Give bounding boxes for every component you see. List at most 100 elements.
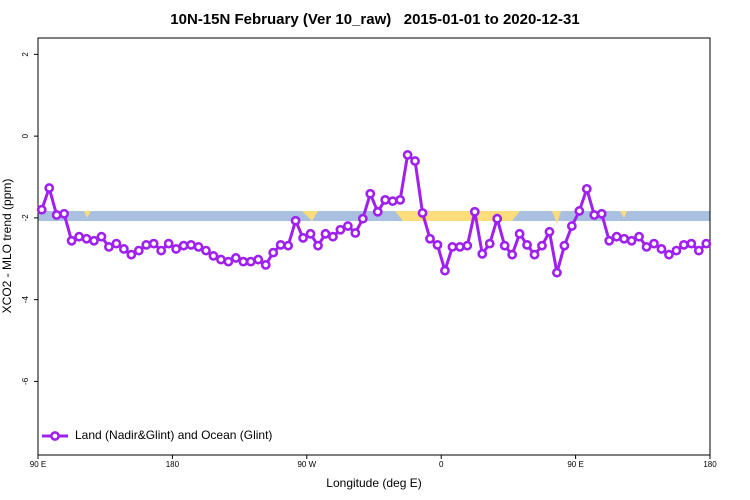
- y-tick-label: -4: [21, 296, 30, 304]
- y-tick-label: -6: [21, 377, 30, 385]
- point: [365, 188, 376, 199]
- point: [260, 259, 271, 270]
- point: [313, 240, 323, 251]
- x-tick-label: 90 E: [567, 460, 583, 469]
- point: [230, 253, 241, 263]
- x-tick-label: 180: [703, 460, 717, 469]
- point: [298, 233, 308, 243]
- point: [693, 245, 704, 256]
- point: [589, 210, 600, 220]
- y-axis-label: XCO2 - MLO trend (ppm): [0, 179, 14, 314]
- point: [514, 228, 525, 239]
- point: [678, 239, 689, 250]
- point: [36, 204, 47, 215]
- point: [544, 226, 555, 237]
- point: [402, 150, 413, 160]
- ocean-band: [38, 211, 710, 221]
- point: [350, 228, 361, 238]
- x-tick-label: 180: [166, 460, 180, 469]
- x-tick-label: 0: [439, 460, 444, 469]
- chart-title: 10N-15N February (Ver 10_raw) 2015-01-01…: [170, 11, 579, 28]
- point: [611, 231, 622, 242]
- land-patch: [552, 211, 561, 224]
- point: [178, 240, 189, 251]
- point: [223, 256, 234, 267]
- point: [245, 256, 256, 267]
- x-tick-label: 90 E: [30, 460, 46, 469]
- point: [417, 208, 428, 218]
- point: [275, 239, 286, 250]
- point: [387, 196, 398, 207]
- point: [66, 235, 77, 246]
- y-tick-label: -2: [21, 214, 30, 222]
- point: [283, 240, 294, 251]
- point: [469, 206, 480, 217]
- point: [118, 244, 129, 254]
- point: [447, 242, 458, 252]
- point: [104, 242, 114, 252]
- point: [111, 238, 122, 249]
- point: [74, 231, 84, 242]
- land-patch: [84, 211, 91, 218]
- point: [596, 208, 607, 219]
- y-tick-label: 2: [21, 52, 30, 57]
- land-patch: [620, 211, 627, 218]
- point: [537, 240, 547, 251]
- point: [253, 254, 264, 265]
- point: [186, 239, 196, 250]
- x-tick-label: 90 W: [297, 460, 316, 469]
- point: [44, 183, 55, 193]
- point: [649, 238, 659, 249]
- point: [529, 249, 540, 260]
- point: [290, 215, 301, 226]
- point: [664, 249, 674, 260]
- legend-marker: [50, 431, 60, 441]
- point: [410, 156, 420, 166]
- point: [208, 251, 219, 261]
- point: [342, 221, 353, 231]
- point: [634, 231, 644, 242]
- point: [163, 238, 174, 249]
- point: [216, 254, 226, 265]
- point: [454, 242, 465, 252]
- point: [305, 228, 316, 239]
- point: [126, 249, 137, 260]
- point: [499, 240, 510, 251]
- x-axis-label: Longitude (deg E): [326, 476, 421, 490]
- point: [133, 245, 144, 256]
- point: [148, 238, 159, 249]
- point: [462, 240, 473, 251]
- point: [440, 265, 450, 276]
- point: [141, 239, 152, 250]
- point: [335, 224, 346, 235]
- point: [522, 239, 532, 250]
- point: [619, 233, 630, 244]
- point: [656, 244, 667, 254]
- point: [395, 194, 406, 205]
- point: [552, 267, 562, 278]
- point: [268, 247, 279, 258]
- land-patch: [302, 211, 318, 221]
- point: [320, 228, 331, 239]
- point: [380, 194, 391, 205]
- point: [477, 248, 488, 259]
- point: [96, 231, 107, 242]
- point: [59, 208, 70, 219]
- point: [604, 235, 615, 246]
- point: [686, 238, 697, 249]
- point: [581, 183, 592, 194]
- point: [201, 245, 211, 256]
- point: [357, 213, 368, 224]
- point: [484, 238, 495, 249]
- point: [51, 210, 62, 220]
- point: [81, 233, 92, 244]
- y-tick-label: 0: [21, 133, 30, 138]
- legend-label: Land (Nadir&Glint) and Ocean (Glint): [75, 428, 272, 442]
- point: [559, 240, 570, 251]
- point: [171, 244, 182, 254]
- point: [701, 238, 712, 249]
- point: [641, 242, 652, 252]
- point: [156, 245, 167, 256]
- point: [372, 206, 383, 217]
